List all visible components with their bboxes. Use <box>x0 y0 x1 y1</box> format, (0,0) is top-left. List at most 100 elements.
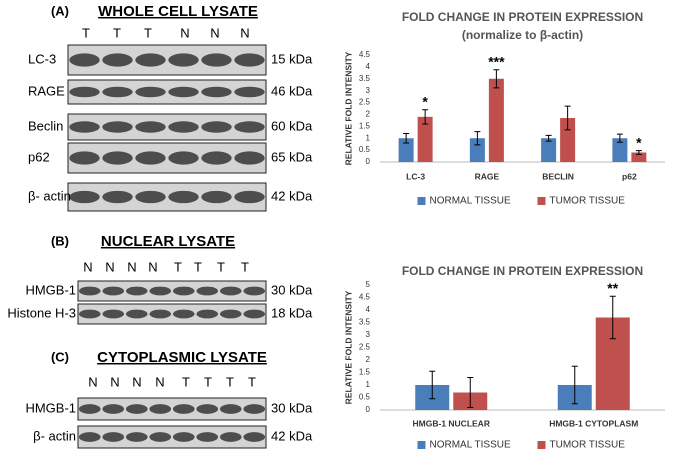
legend-swatch <box>417 197 426 205</box>
error-bar <box>467 377 474 408</box>
error-bar <box>545 134 552 142</box>
error-bar <box>571 365 578 405</box>
y-tick-label: 4.5 <box>359 50 371 59</box>
blot-strip <box>67 79 267 105</box>
lane-label: N <box>180 25 189 40</box>
blot-band <box>149 432 172 442</box>
blot-band <box>196 432 219 442</box>
lane-label: N <box>132 374 141 389</box>
bar <box>560 118 576 162</box>
blot-band <box>69 151 100 165</box>
lane-label: T <box>248 374 256 389</box>
y-tick-label: 2 <box>366 355 371 364</box>
lane-label: N <box>155 374 164 389</box>
significance-mark: ** <box>607 280 618 296</box>
lane-label: T <box>204 374 212 389</box>
blot-band <box>201 53 232 67</box>
y-tick-label: 0.5 <box>359 393 371 402</box>
error-bar <box>422 109 429 125</box>
blot-band <box>172 309 195 319</box>
blot-band <box>135 53 166 67</box>
panel-label: (A) <box>51 3 69 18</box>
row-name: p62 <box>28 149 50 164</box>
x-tick-label: LC-3 <box>406 171 425 181</box>
blot-band <box>135 151 166 165</box>
chart-title: FOLD CHANGE IN PROTEIN EXPRESSION <box>402 10 643 24</box>
blot-band <box>172 404 195 414</box>
row-size: 30 kDa <box>271 282 313 297</box>
row-name: β- actin <box>28 188 71 203</box>
blot-band <box>135 121 166 133</box>
blot-band <box>149 286 172 296</box>
blot-band <box>125 286 148 296</box>
blot-band <box>168 190 199 204</box>
y-tick-label: 3.5 <box>359 74 371 83</box>
y-tick-label: 1 <box>366 380 371 389</box>
blot-strip <box>67 113 267 141</box>
error-bar <box>429 370 436 400</box>
blot-band <box>69 121 100 133</box>
panel-label: (C) <box>51 349 69 364</box>
blot-band <box>102 432 125 442</box>
blot-band <box>168 86 199 98</box>
y-tick-label: 0.5 <box>359 145 371 154</box>
legend-swatch <box>537 441 546 449</box>
blot-band <box>102 121 133 133</box>
y-tick-label: 4 <box>366 305 371 314</box>
blot-band <box>78 286 101 296</box>
lane-label: T <box>144 25 152 40</box>
blot-band <box>102 86 133 98</box>
blot-band <box>168 121 199 133</box>
blot-band <box>102 190 133 204</box>
y-axis-label: RELATIVE FOLD INTENSITY <box>343 290 353 404</box>
significance-mark: * <box>422 93 428 109</box>
blot-band <box>234 121 265 133</box>
blot-band <box>196 404 219 414</box>
y-tick-label: 0 <box>366 405 371 414</box>
row-size: 46 kDa <box>271 83 313 98</box>
blot-band <box>135 190 166 204</box>
legend-swatch <box>417 441 426 449</box>
y-tick-label: 5 <box>366 280 371 289</box>
blot-band <box>78 432 101 442</box>
blot-strip <box>67 44 267 76</box>
blot-strip <box>77 425 267 449</box>
blot-strip <box>77 280 267 302</box>
row-size: 15 kDa <box>271 51 313 66</box>
y-tick-label: 4 <box>366 62 371 71</box>
lane-label: N <box>88 374 97 389</box>
y-tick-label: 3.5 <box>359 318 371 327</box>
blot-band <box>219 309 242 319</box>
row-size: 65 kDa <box>271 149 313 164</box>
lane-label: T <box>194 259 202 274</box>
blot-band <box>219 432 242 442</box>
blot-band <box>102 53 133 67</box>
y-tick-label: 3 <box>366 86 371 95</box>
row-size: 42 kDa <box>271 188 313 203</box>
lane-label: T <box>174 259 182 274</box>
lane-label: T <box>241 259 249 274</box>
blot-band <box>219 404 242 414</box>
x-tick-label: p62 <box>622 171 637 181</box>
x-tick-label: BECLIN <box>542 171 574 181</box>
y-tick-label: 3 <box>366 330 371 339</box>
blot-band <box>168 53 199 67</box>
blot-band <box>234 190 265 204</box>
y-tick-label: 0 <box>366 157 371 166</box>
blot-band <box>243 432 266 442</box>
lane-label: N <box>210 25 219 40</box>
blot-band <box>243 404 266 414</box>
error-bar <box>609 295 616 340</box>
y-tick-label: 1.5 <box>359 368 371 377</box>
row-name: HMGB-1 <box>25 282 76 297</box>
blot-strip <box>67 182 267 212</box>
lane-label: T <box>226 374 234 389</box>
error-bar <box>403 132 410 144</box>
bar <box>488 78 504 162</box>
lane-label: T <box>182 374 190 389</box>
y-tick-label: 2 <box>366 110 371 119</box>
blot-band <box>69 53 100 67</box>
blot-title: NUCLEAR LYSATE <box>101 233 235 250</box>
blot-title: CYTOPLASMIC LYSATE <box>97 349 267 366</box>
